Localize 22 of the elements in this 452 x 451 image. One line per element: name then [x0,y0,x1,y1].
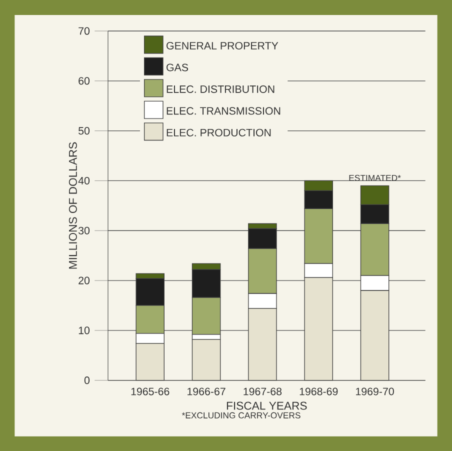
legend-label: ELEC. DISTRIBUTION [166,85,274,93]
x-tick-label: 1967-68 [244,388,282,396]
x-tick-label: 1965-66 [131,388,170,396]
y-tick-label: 70 [78,27,90,35]
legend-label: GENERAL PROPERTY [166,42,278,50]
x-tick-label: 1968-69 [300,388,338,396]
y-tick-label: 50 [78,127,90,135]
legend-label: ELEC. PRODUCTION [166,128,271,136]
legend-label: ELEC. TRANSMISSION [166,107,280,115]
x-tick-label: 1966-67 [188,388,226,396]
y-tick-label: 60 [78,77,90,85]
y-axis-title: MILLIONS OF DOLLARS [68,142,77,269]
x-axis-title: FISCAL YEARS [226,402,307,410]
text: *EXCLUDING CARRY-OVERS [182,412,300,418]
y-tick-label: 40 [78,176,90,184]
y-tick-label: 10 [78,326,90,334]
y-tick-label: 0 [84,376,90,384]
y-tick-label: 20 [78,276,90,284]
annotation: ESTIMATED* [349,174,401,181]
y-tick-label: 30 [78,226,90,234]
legend-label: GAS [166,64,188,72]
x-tick-label: 1969-70 [356,388,394,396]
